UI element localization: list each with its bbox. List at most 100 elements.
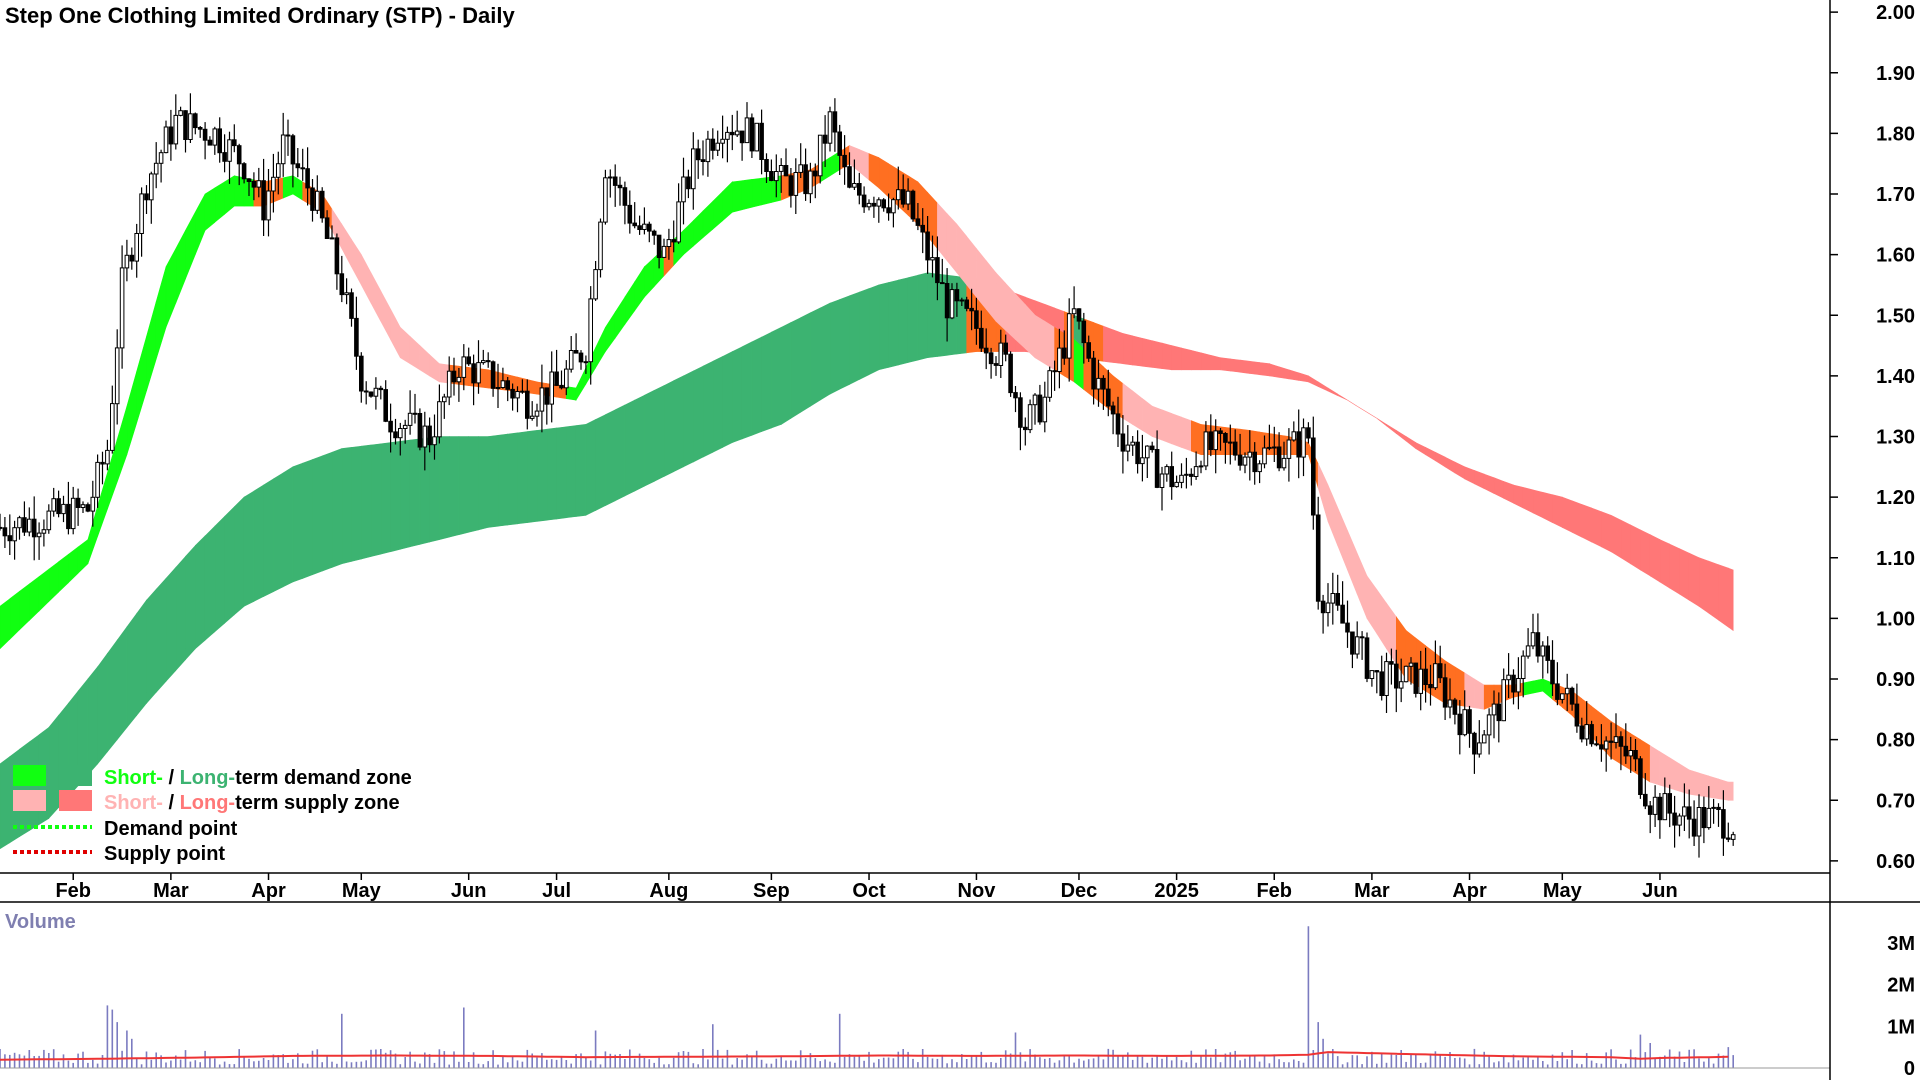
long-term-band-segment	[878, 282, 889, 371]
candle-body	[1311, 437, 1316, 516]
legend-demand-zone: Short- / Long-term demand zone	[104, 767, 412, 789]
candle-body	[36, 532, 42, 538]
candle-body	[1433, 663, 1438, 689]
short-term-band-segment	[48, 561, 59, 603]
date-tick-label: Mar	[1354, 880, 1390, 902]
candle-body	[310, 187, 315, 211]
candle-body	[31, 518, 37, 538]
long-term-band-segment	[48, 714, 59, 820]
short-term-band-segment	[1464, 672, 1475, 709]
candle-body	[1555, 683, 1560, 700]
short-term-band-segment	[292, 175, 304, 201]
long-term-band-segment	[1122, 333, 1133, 366]
date-tick-label: Apr	[251, 880, 286, 902]
short-term-band-segment	[1044, 320, 1055, 371]
candle-body	[153, 162, 159, 175]
candle-body	[993, 363, 999, 366]
candle-body	[334, 237, 340, 275]
candle-body	[1481, 734, 1487, 744]
long-term-band-segment	[1542, 491, 1553, 524]
legend-supply-sep: /	[163, 792, 180, 814]
candle-body	[1091, 357, 1096, 390]
long-term-band-segment	[907, 274, 919, 363]
candle-body	[1208, 431, 1214, 450]
candle-body	[739, 130, 745, 144]
candle-body	[46, 510, 52, 531]
candle-body	[1130, 441, 1136, 446]
long-term-band-segment	[1698, 557, 1710, 614]
long-term-band-segment	[1708, 560, 1719, 621]
candle-body	[1721, 809, 1726, 839]
date-tick-label: Feb	[1256, 880, 1292, 902]
long-term-band-segment	[1161, 342, 1172, 371]
candle-body	[1340, 604, 1345, 624]
long-term-band-segment	[1640, 529, 1651, 577]
long-term-band-segment	[1376, 418, 1387, 427]
candle-body	[666, 239, 672, 248]
candle-body	[817, 134, 823, 177]
candle-body	[651, 230, 657, 236]
candle-body	[344, 292, 349, 296]
candle-body	[1189, 473, 1194, 477]
candle-body	[1706, 807, 1712, 829]
candle-body	[1350, 631, 1355, 655]
candle-body	[837, 131, 843, 156]
candle-body	[539, 387, 545, 412]
long-term-band-segment	[155, 577, 167, 694]
candle-body	[1237, 454, 1243, 466]
candle-body	[70, 497, 76, 530]
short-term-band-segment	[1532, 678, 1544, 694]
candle-body	[1618, 736, 1624, 747]
candle-body	[1135, 441, 1140, 465]
candle-body	[632, 222, 638, 227]
candle-body	[476, 362, 481, 384]
candle-body	[1115, 413, 1121, 435]
candle-body	[1511, 674, 1516, 693]
candle-body	[407, 412, 413, 426]
short-term-band-segment	[1669, 757, 1680, 792]
volume-title: Volume	[5, 911, 76, 933]
candle-body	[954, 289, 960, 302]
candle-body	[876, 199, 882, 207]
short-term-band-segment	[624, 280, 636, 326]
price-tick-label: 0.80	[1876, 730, 1915, 752]
candle-body	[437, 401, 442, 438]
candle-body	[168, 126, 174, 145]
candle-body	[1398, 681, 1404, 689]
long-term-band-segment	[370, 443, 382, 557]
candle-body	[822, 134, 828, 144]
long-term-band-segment	[321, 451, 333, 572]
candle-body	[749, 117, 755, 152]
short-term-band-segment	[1347, 530, 1358, 595]
legend: Short- / Long-term demand zone Short- / …	[13, 765, 412, 865]
candle-body	[949, 289, 955, 319]
short-term-band-segment	[390, 309, 401, 358]
candle-body	[1633, 750, 1638, 760]
long-term-band-segment	[868, 284, 880, 376]
long-term-band-segment	[546, 427, 557, 521]
candle-body	[1057, 347, 1062, 373]
candle-body	[349, 292, 354, 319]
candle-body	[178, 110, 183, 116]
candle-body	[339, 273, 345, 296]
long-term-band-segment	[917, 272, 928, 361]
long-term-band-segment	[1181, 347, 1192, 371]
long-term-band-segment	[829, 299, 841, 395]
long-term-band-segment	[1415, 442, 1426, 456]
long-term-band-segment	[1425, 446, 1436, 462]
long-term-band-segment	[1308, 375, 1319, 387]
long-term-band-segment	[614, 404, 626, 502]
long-term-band-segment	[351, 445, 362, 562]
legend-supply-suffix: term supply zone	[235, 792, 399, 814]
short-term-band-segment	[185, 212, 196, 280]
long-term-band-segment	[761, 331, 772, 433]
legend-demand-point: Demand point	[104, 818, 238, 840]
candle-body	[1198, 465, 1204, 468]
candle-body	[827, 111, 833, 144]
candle-body	[1496, 703, 1502, 722]
candle-body	[173, 114, 179, 145]
candle-body	[1540, 645, 1546, 657]
long-term-band-segment	[439, 436, 450, 540]
candle-body	[1120, 433, 1126, 452]
long-term-band-segment	[1239, 359, 1251, 374]
